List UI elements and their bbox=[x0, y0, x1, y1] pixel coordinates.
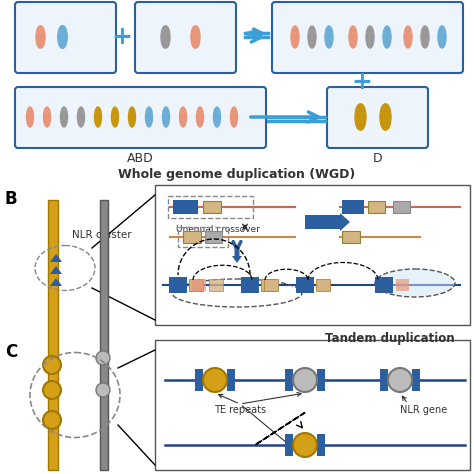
Ellipse shape bbox=[355, 104, 365, 130]
Ellipse shape bbox=[146, 107, 153, 127]
Ellipse shape bbox=[111, 107, 118, 127]
Ellipse shape bbox=[404, 26, 412, 48]
Ellipse shape bbox=[163, 107, 170, 127]
Polygon shape bbox=[50, 266, 62, 274]
Ellipse shape bbox=[94, 107, 101, 127]
Ellipse shape bbox=[44, 107, 51, 127]
FancyArrow shape bbox=[305, 213, 350, 231]
Polygon shape bbox=[50, 254, 62, 262]
Text: Whole genome duplication (WGD): Whole genome duplication (WGD) bbox=[118, 168, 356, 181]
Ellipse shape bbox=[380, 104, 390, 130]
Bar bbox=[342, 200, 364, 214]
Circle shape bbox=[96, 351, 110, 365]
Ellipse shape bbox=[61, 107, 67, 127]
Ellipse shape bbox=[438, 26, 446, 48]
Ellipse shape bbox=[325, 26, 333, 48]
Ellipse shape bbox=[349, 26, 357, 48]
Bar bbox=[241, 277, 259, 293]
Circle shape bbox=[43, 356, 61, 374]
Ellipse shape bbox=[161, 26, 169, 48]
Circle shape bbox=[43, 411, 61, 429]
Text: Tandem duplication: Tandem duplication bbox=[325, 332, 455, 345]
Bar bbox=[192, 279, 206, 291]
Ellipse shape bbox=[308, 26, 316, 48]
Ellipse shape bbox=[59, 26, 67, 48]
Text: TE repeats: TE repeats bbox=[214, 405, 266, 415]
Text: NLR cluster: NLR cluster bbox=[72, 230, 132, 240]
Bar bbox=[169, 277, 187, 293]
Text: D: D bbox=[373, 152, 383, 165]
Bar bbox=[393, 201, 410, 213]
Bar bbox=[285, 434, 293, 456]
Bar bbox=[183, 231, 201, 243]
Ellipse shape bbox=[128, 107, 136, 127]
Ellipse shape bbox=[162, 26, 170, 48]
Circle shape bbox=[96, 383, 110, 397]
FancyBboxPatch shape bbox=[15, 2, 116, 73]
Ellipse shape bbox=[27, 107, 34, 127]
Bar bbox=[316, 279, 330, 291]
Ellipse shape bbox=[36, 26, 44, 48]
Bar bbox=[368, 201, 385, 213]
Ellipse shape bbox=[197, 107, 203, 127]
Text: +: + bbox=[352, 70, 373, 94]
Bar bbox=[412, 369, 420, 391]
Ellipse shape bbox=[421, 26, 429, 48]
Bar bbox=[48, 200, 58, 470]
FancyBboxPatch shape bbox=[272, 2, 463, 73]
Ellipse shape bbox=[191, 26, 199, 48]
Text: C: C bbox=[5, 343, 17, 361]
Text: ABD: ABD bbox=[127, 152, 154, 165]
Ellipse shape bbox=[366, 26, 374, 48]
FancyBboxPatch shape bbox=[15, 87, 266, 148]
Circle shape bbox=[293, 368, 317, 392]
Bar bbox=[380, 369, 388, 391]
Bar bbox=[317, 434, 325, 456]
Ellipse shape bbox=[58, 26, 66, 48]
Circle shape bbox=[293, 433, 317, 457]
Ellipse shape bbox=[230, 107, 237, 127]
Ellipse shape bbox=[180, 107, 186, 127]
Bar bbox=[285, 369, 293, 391]
Circle shape bbox=[388, 368, 412, 392]
Bar bbox=[342, 231, 360, 243]
Text: +: + bbox=[111, 25, 132, 49]
Polygon shape bbox=[50, 278, 62, 286]
FancyBboxPatch shape bbox=[327, 87, 428, 148]
FancyBboxPatch shape bbox=[135, 2, 236, 73]
Ellipse shape bbox=[383, 26, 391, 48]
Ellipse shape bbox=[213, 107, 220, 127]
Ellipse shape bbox=[59, 26, 67, 48]
Bar bbox=[227, 369, 235, 391]
FancyBboxPatch shape bbox=[155, 340, 470, 470]
Ellipse shape bbox=[375, 269, 455, 297]
FancyArrow shape bbox=[232, 245, 242, 263]
Bar bbox=[264, 279, 278, 291]
Text: NLR gene: NLR gene bbox=[400, 405, 447, 415]
Ellipse shape bbox=[356, 104, 366, 130]
Bar bbox=[203, 201, 221, 213]
Ellipse shape bbox=[78, 107, 84, 127]
Bar bbox=[209, 279, 223, 291]
Bar bbox=[317, 369, 325, 391]
Bar bbox=[396, 279, 409, 291]
Bar bbox=[375, 277, 393, 293]
Bar bbox=[189, 279, 203, 291]
FancyBboxPatch shape bbox=[155, 185, 470, 325]
Bar bbox=[205, 231, 222, 243]
Bar bbox=[261, 279, 275, 291]
Circle shape bbox=[43, 381, 61, 399]
Bar bbox=[195, 369, 203, 391]
Text: B: B bbox=[5, 190, 18, 208]
Ellipse shape bbox=[291, 26, 299, 48]
Text: Unequal crossover: Unequal crossover bbox=[176, 225, 260, 234]
Bar bbox=[296, 277, 314, 293]
Bar bbox=[100, 200, 108, 470]
Bar bbox=[173, 200, 198, 214]
Circle shape bbox=[203, 368, 227, 392]
Ellipse shape bbox=[381, 104, 391, 130]
Ellipse shape bbox=[58, 26, 66, 48]
Ellipse shape bbox=[192, 26, 200, 48]
Ellipse shape bbox=[37, 26, 45, 48]
